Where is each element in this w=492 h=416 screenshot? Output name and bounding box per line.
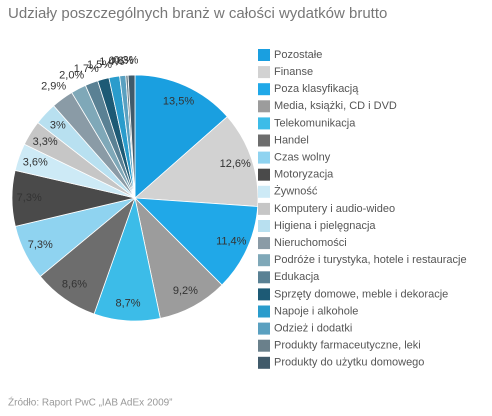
data-label: 2,0% [59,70,84,82]
legend-swatch [258,134,270,147]
data-label: 8,6% [62,279,87,291]
legend-swatch [258,117,270,130]
data-label: 3,6% [23,157,48,169]
data-label: 1,4% [99,56,124,68]
legend-swatch [258,185,270,198]
chart-title: Udziały poszczególnych branż w całości w… [8,5,387,22]
legend-swatch [258,83,270,96]
data-label: 13,5% [163,95,194,107]
data-label: 0,3% [113,54,138,66]
legend-label: Czas wolny [274,152,331,164]
legend-label: Żywność [274,185,318,198]
legend-swatch [258,339,270,352]
legend-swatch [258,100,270,113]
legend-swatch [258,66,270,79]
legend-swatch [258,271,270,284]
legend-swatch [258,168,270,181]
legend-label: Poza klasyfikacją [274,83,359,95]
legend-label: Edukacja [274,271,320,283]
legend-label: Finanse [274,66,313,78]
legend-label: Podróże i turystyka, hotele i restauracj… [274,254,467,266]
pie-slice [127,74,136,199]
data-label: 12,6% [220,158,251,170]
pie-slice [134,74,228,199]
legend-swatch [258,202,270,215]
legend-swatch [258,322,270,335]
data-label: 3,3% [33,136,58,148]
legend-label: Napoje i alkohole [274,305,358,317]
legend-label: Produkty do użytku domowego [274,357,424,369]
legend-swatch [258,237,270,250]
legend-swatch [258,288,270,301]
legend-swatch [258,305,270,318]
legend-label: Sprzęty domowe, meble i dekoracje [274,288,448,300]
data-label: 2,9% [41,81,66,93]
data-label: 3% [50,119,66,131]
data-label: 1,7% [74,63,99,75]
data-label: 7,3% [28,239,53,251]
legend-swatch [258,356,270,369]
data-label: 1,5% [87,59,112,71]
legend-swatch [258,151,270,164]
legend-label: Higiena i pielęgnacja [274,220,376,232]
legend-label: Telekomunikacja [274,117,356,129]
data-label: 9,2% [173,285,198,297]
data-label: 8,7% [115,297,140,309]
legend-swatch [258,220,270,232]
legend-label: Produkty farmaceutyczne, leki [274,340,421,352]
legend-label: Handel [274,134,309,146]
legend-label: Odzież i dodatki [274,323,352,335]
legend-label: Pozostałe [274,49,322,61]
pie-slice [134,116,259,207]
data-label: 11,4% [216,236,247,248]
legend-swatch [258,49,270,61]
legend-label: Media, książki, CD i DVD [274,100,397,112]
legend-label: Komputery i audio-wideo [274,203,395,215]
legend-label: Nieruchomości [274,237,347,249]
legend-swatch [258,254,270,267]
pie-slice [133,197,259,286]
legend-label: Motoryzacja [274,169,334,181]
data-label: 7,3% [17,192,42,204]
source-note: Źródło: Raport PwC „IAB AdEx 2009” [8,396,173,409]
data-label: 0,8% [109,55,134,67]
